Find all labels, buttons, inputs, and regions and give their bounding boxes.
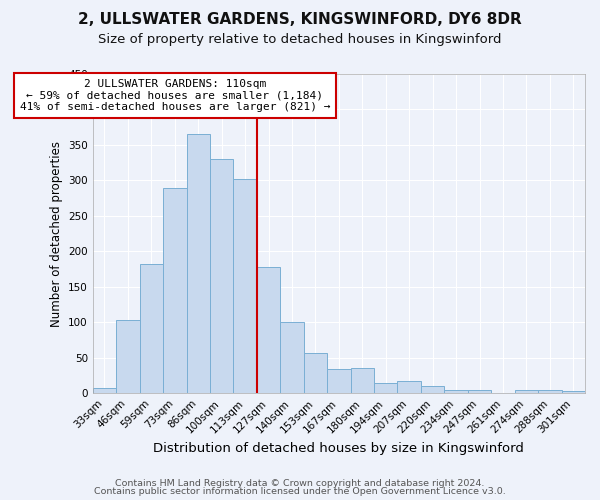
Bar (538, 390, 562, 394)
Bar (280, 322, 304, 394)
Bar (233, 179, 257, 394)
Bar (257, 267, 280, 394)
Bar (93, 388, 116, 394)
Bar (163, 188, 187, 394)
Bar (210, 159, 233, 394)
Bar (140, 264, 163, 394)
Bar (327, 369, 350, 394)
Bar (468, 390, 491, 394)
Bar (562, 391, 585, 394)
Bar (350, 368, 374, 394)
Text: 2 ULLSWATER GARDENS: 110sqm
← 59% of detached houses are smaller (1,184)
41% of : 2 ULLSWATER GARDENS: 110sqm ← 59% of det… (20, 79, 330, 112)
Text: Contains public sector information licensed under the Open Government Licence v3: Contains public sector information licen… (94, 487, 506, 496)
Bar (397, 380, 421, 394)
Bar (445, 390, 468, 394)
Bar (515, 390, 538, 394)
Bar (187, 134, 210, 394)
X-axis label: Distribution of detached houses by size in Kingswinford: Distribution of detached houses by size … (154, 442, 524, 455)
Bar (304, 353, 327, 394)
Bar (374, 384, 397, 394)
Bar (421, 386, 445, 394)
Text: 2, ULLSWATER GARDENS, KINGSWINFORD, DY6 8DR: 2, ULLSWATER GARDENS, KINGSWINFORD, DY6 … (78, 12, 522, 28)
Bar (116, 320, 140, 394)
Y-axis label: Number of detached properties: Number of detached properties (50, 140, 62, 326)
Text: Contains HM Land Registry data © Crown copyright and database right 2024.: Contains HM Land Registry data © Crown c… (115, 478, 485, 488)
Text: Size of property relative to detached houses in Kingswinford: Size of property relative to detached ho… (98, 32, 502, 46)
